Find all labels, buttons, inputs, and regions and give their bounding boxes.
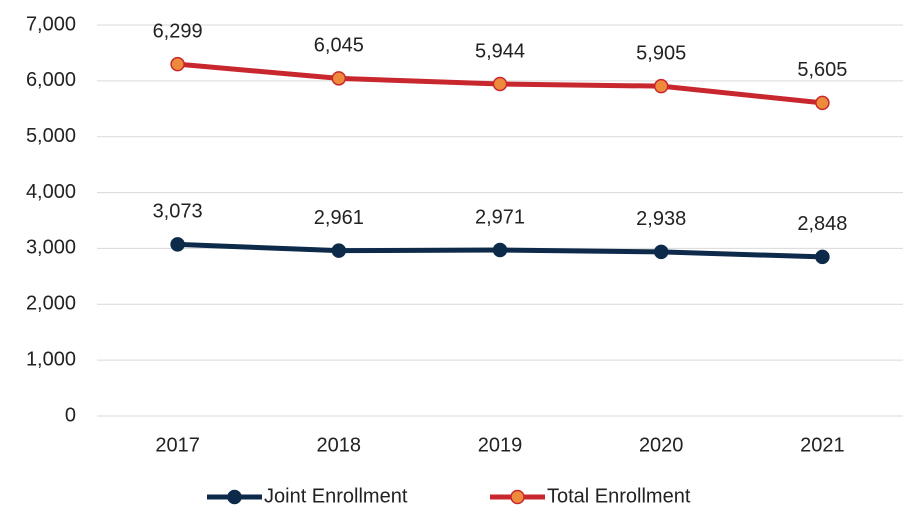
x-tick-label: 2017 <box>155 434 200 456</box>
y-tick-label: 2,000 <box>26 293 76 315</box>
x-tick-label: 2018 <box>317 434 362 456</box>
marker <box>170 56 185 72</box>
y-tick-label: 3,000 <box>26 237 76 259</box>
data-label: 2,848 <box>797 213 847 235</box>
data-label: 5,944 <box>475 40 525 62</box>
y-tick-label: 4,000 <box>26 181 76 203</box>
marker <box>815 95 830 111</box>
data-label: 5,605 <box>797 59 847 81</box>
legend-label: Joint Enrollment <box>264 485 408 507</box>
x-tick-label: 2020 <box>639 434 684 456</box>
y-tick-label: 5,000 <box>26 125 76 147</box>
marker <box>653 78 669 94</box>
data-label: 5,905 <box>636 42 686 64</box>
marker <box>492 76 508 92</box>
data-label: 3,073 <box>153 201 203 223</box>
legend-marker <box>227 489 242 505</box>
y-tick-label: 0 <box>65 404 76 426</box>
x-tick-label: 2019 <box>478 434 523 456</box>
marker <box>331 71 347 86</box>
legend-marker <box>510 489 525 505</box>
marker <box>331 243 347 258</box>
marker <box>653 244 669 260</box>
x-tick-label: 2021 <box>800 434 845 456</box>
y-tick-label: 6,000 <box>26 69 76 91</box>
data-label: 2,938 <box>636 208 686 230</box>
data-label: 6,045 <box>314 35 364 57</box>
data-label: 2,961 <box>314 207 364 229</box>
data-label: 6,299 <box>153 20 203 42</box>
data-label: 2,971 <box>475 206 525 228</box>
legend-label: Total Enrollment <box>547 485 691 507</box>
marker <box>170 237 185 252</box>
marker <box>815 249 830 265</box>
y-tick-label: 1,000 <box>26 348 76 370</box>
y-tick-label: 7,000 <box>26 13 76 35</box>
marker <box>492 242 508 258</box>
